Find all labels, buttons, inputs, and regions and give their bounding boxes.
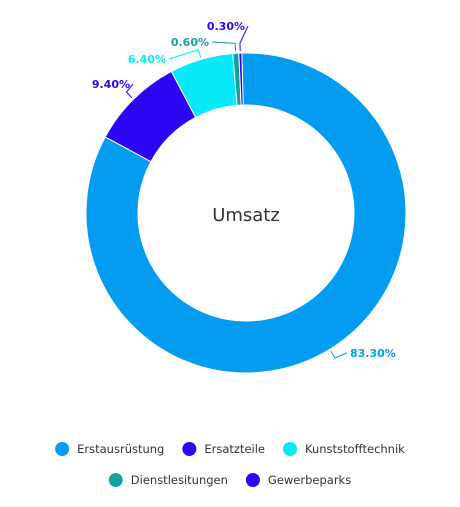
legend-item-erstausrustung[interactable]: Erstausrüstung [55,442,164,456]
legend-marker-dienstlesitungen [108,473,123,487]
legend-label-dienstlesitungen: Dienstlesitungen [131,473,228,487]
legend-item-ersatzteile[interactable]: Ersatzteile [182,442,265,456]
legend-item-gewerbeparks[interactable]: Gewerbeparks [245,473,351,487]
connector-gewerbeparks [239,25,249,52]
connector-dienstlesitungen [211,41,237,52]
data-label-dienstlesitungen: 0.60% [171,36,209,49]
legend-label-gewerbeparks: Gewerbeparks [268,473,351,487]
legend: Erstausrüstung Ersatzteile Kunststofftechn… [55,442,405,487]
connector-ersatzteile [125,83,134,99]
legend-item-dienstlesitungen[interactable]: Dienstlesitungen [108,473,228,487]
legend-label-ersatzteile: Ersatzteile [204,442,265,456]
legend-item-kunststofftechnik[interactable]: Kunststofftechnik [282,442,405,456]
connector-erstausrustung [330,350,348,359]
slice-erstausrustung[interactable] [85,52,407,374]
legend-label-erstausrustung: Erstausrüstung [77,442,164,456]
legend-marker-gewerbeparks [245,473,260,487]
data-label-erstausrustung: 83.30% [350,347,396,360]
data-label-kunststofftechnik: 6.40% [128,53,166,66]
legend-marker-erstausrustung [55,442,70,456]
legend-marker-ersatzteile [182,442,197,456]
donut-slices [85,52,407,374]
data-label-gewerbeparks: 0.30% [207,20,245,33]
label-connectors [125,25,348,359]
slice-labels: 83.30% 9.40% 6.40% 0.60% 0.30% [92,20,396,360]
connector-kunststofftechnik [168,49,202,60]
center-label: Umsatz [212,205,280,226]
legend-marker-kunststofftechnik [282,442,297,456]
legend-label-kunststofftechnik: Kunststofftechnik [305,442,405,456]
slice-gewerbeparks[interactable] [238,52,244,106]
data-label-ersatzteile: 9.40% [92,78,130,91]
